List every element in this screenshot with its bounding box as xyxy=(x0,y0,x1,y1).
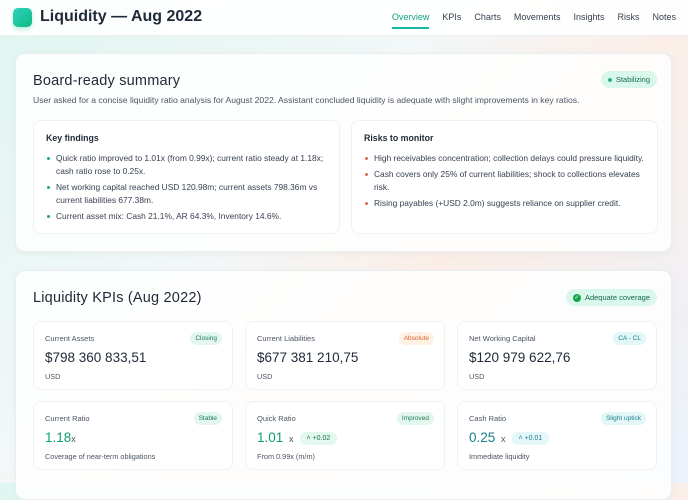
kpi-label: Current Ratio xyxy=(45,414,90,423)
nav-charts[interactable]: Charts xyxy=(474,12,501,22)
kpi-suffix: x xyxy=(71,434,76,444)
kpi-net-working-capital: Net Working Capital CA - CL $120 979 622… xyxy=(457,321,657,390)
kpi-value: $120 979 622,76 xyxy=(469,350,571,365)
kpi-badge: CA - CL xyxy=(613,332,646,345)
nav-kpis[interactable]: KPIs xyxy=(442,12,462,22)
kpi-label: Quick Ratio xyxy=(257,414,296,423)
kpi-sub: Immediate liquidity xyxy=(469,452,530,461)
kpi-sub: From 0.99x (m/m) xyxy=(257,452,315,461)
kpi-value: 1.01 xyxy=(257,430,284,445)
arrow-up-icon: ˄ xyxy=(306,435,311,442)
kpi-sub: USD xyxy=(469,372,485,381)
kpi-value: 0.25 xyxy=(469,430,496,445)
kpi-badge: Improved xyxy=(396,412,434,425)
arrow-up-icon: ˄ xyxy=(518,435,523,442)
top-nav: Overview KPIs Charts Movements Insights … xyxy=(391,12,676,29)
kpi-card: Liquidity KPIs (Aug 2022) ✓ Adequate cove… xyxy=(15,270,672,500)
nav-notes[interactable]: Notes xyxy=(652,12,676,22)
kpi-badge: Closing xyxy=(190,332,222,345)
kpi-suffix: x xyxy=(289,434,294,444)
kpi-sub: Coverage of near-term obligations xyxy=(45,452,156,461)
kpi-value: 1.18 xyxy=(45,430,72,445)
kpi-badge: Stable xyxy=(193,412,222,425)
page-title: Liquidity — Aug 2022 xyxy=(40,8,203,25)
kpi-badge: Absolute xyxy=(398,332,434,345)
delta-value: +0.01 xyxy=(524,435,543,442)
nav-insights[interactable]: Insights xyxy=(573,12,605,22)
risks-title: Risks to monitor xyxy=(364,133,434,143)
status-badge: Stabilizing xyxy=(600,71,657,88)
list-item: Rising payables (+USD 2.0m) suggests rel… xyxy=(364,197,645,210)
check-icon: ✓ xyxy=(572,293,581,302)
key-findings-title: Key findings xyxy=(46,133,99,143)
app-logo-icon xyxy=(13,8,32,27)
list-item: Quick ratio improved to 1.01x (from 0.99… xyxy=(46,152,327,178)
kpi-label: Current Liabilities xyxy=(257,334,315,343)
delta-value: +0.02 xyxy=(312,435,331,442)
kpi-quick-ratio: Quick Ratio Improved 1.01 x ˄ +0.02 From … xyxy=(245,401,445,470)
kpi-current-liabilities: Current Liabilities Absolute $677 381 21… xyxy=(245,321,445,390)
delta-chip: ˄ +0.01 xyxy=(511,432,550,445)
kpi-cash-ratio: Cash Ratio Slight uptick 0.25 x ˄ +0.01 I… xyxy=(457,401,657,470)
summary-title: Board-ready summary xyxy=(33,73,181,89)
delta-chip: ˄ +0.02 xyxy=(299,432,338,445)
dot-icon xyxy=(607,77,612,82)
coverage-badge: ✓ Adequate coverage xyxy=(565,289,657,306)
key-findings-panel: Key findings Quick ratio improved to 1.0… xyxy=(33,120,340,234)
kpi-label: Net Working Capital xyxy=(469,334,536,343)
coverage-badge-label: Adequate coverage xyxy=(584,293,650,302)
nav-overview[interactable]: Overview xyxy=(391,12,429,29)
summary-description: User asked for a concise liquidity ratio… xyxy=(33,95,580,105)
kpi-label: Current Assets xyxy=(45,334,95,343)
kpi-current-ratio: Current Ratio Stable 1.18x Coverage of n… xyxy=(33,401,233,470)
kpi-current-assets: Current Assets Closing $798 360 833,51 U… xyxy=(33,321,233,390)
list-item: Cash covers only 25% of current liabilit… xyxy=(364,168,645,194)
nav-risks[interactable]: Risks xyxy=(617,12,640,22)
kpi-value: $798 360 833,51 xyxy=(45,350,147,365)
app-header: Liquidity — Aug 2022 Overview KPIs Chart… xyxy=(0,0,688,36)
kpi-title: Liquidity KPIs (Aug 2022) xyxy=(33,290,202,306)
list-item: Current asset mix: Cash 21.1%, AR 64.3%,… xyxy=(46,210,327,223)
list-item: Net working capital reached USD 120.98m;… xyxy=(46,181,327,207)
kpi-suffix: x xyxy=(501,434,506,444)
kpi-sub: USD xyxy=(45,372,61,381)
risks-panel: Risks to monitor High receivables concen… xyxy=(351,120,658,234)
kpi-sub: USD xyxy=(257,372,273,381)
kpi-value: $677 381 210,75 xyxy=(257,350,359,365)
kpi-label: Cash Ratio xyxy=(469,414,507,423)
list-item: High receivables concentration; collecti… xyxy=(364,152,645,165)
summary-card: Board-ready summary Stabilizing User ask… xyxy=(15,53,672,252)
kpi-badge: Slight uptick xyxy=(600,412,646,425)
nav-movements[interactable]: Movements xyxy=(513,12,561,22)
status-badge-label: Stabilizing xyxy=(615,75,650,84)
